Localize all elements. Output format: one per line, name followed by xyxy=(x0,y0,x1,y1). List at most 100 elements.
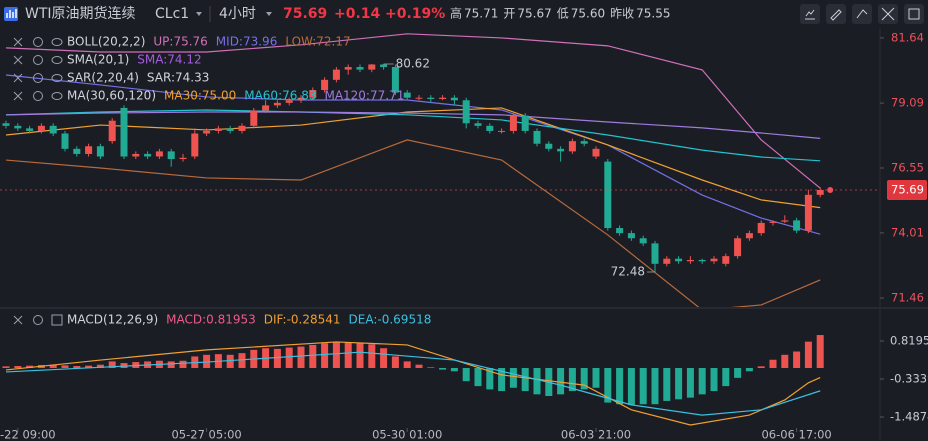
candle-body xyxy=(698,259,706,262)
histogram-bar xyxy=(710,367,718,392)
settings-icon[interactable] xyxy=(33,73,43,83)
close-icon[interactable] xyxy=(13,91,23,101)
legend-name: SMA(20,1) xyxy=(67,53,129,67)
candle-body xyxy=(663,258,671,264)
dropdown[interactable] xyxy=(196,12,202,16)
candle-body xyxy=(816,189,824,195)
settings-icon[interactable] xyxy=(33,91,43,101)
candle-body xyxy=(85,146,93,154)
x-tick-label: 06-03 21:00 xyxy=(561,428,631,441)
candle-body xyxy=(262,105,270,111)
expand-icon[interactable] xyxy=(51,314,63,326)
candle-body xyxy=(686,259,694,262)
candle-body xyxy=(486,125,494,131)
histogram-bar xyxy=(61,365,69,368)
main-plot xyxy=(2,33,824,307)
settings-icon[interactable] xyxy=(33,315,43,325)
macd-line xyxy=(5,341,821,426)
y-tick-label: 0.81953 xyxy=(890,333,928,347)
candle-body xyxy=(604,161,612,229)
eye-icon[interactable] xyxy=(51,38,63,46)
candle-body xyxy=(722,256,730,264)
histogram-bar xyxy=(120,363,128,368)
histogram-bar xyxy=(698,367,706,395)
histogram-bar xyxy=(273,348,281,368)
histogram-bar xyxy=(26,365,34,368)
logo xyxy=(4,7,18,21)
close-icon[interactable] xyxy=(13,73,23,83)
histogram-bar xyxy=(521,367,529,392)
tool-button[interactable] xyxy=(800,4,820,24)
settings-icon[interactable] xyxy=(33,55,43,65)
dropdown[interactable] xyxy=(266,12,272,16)
histogram-bar xyxy=(616,367,624,405)
close-icon[interactable] xyxy=(13,55,23,65)
candle-body xyxy=(321,79,329,91)
annotation: 72.48 xyxy=(611,264,645,278)
histogram-bar xyxy=(663,367,671,401)
stat-value: 75.71 xyxy=(464,7,498,21)
candle-body xyxy=(191,133,199,157)
candle-body xyxy=(179,157,187,160)
histogram-bar xyxy=(439,367,447,370)
x-tick-label: -22 09:00 xyxy=(0,428,56,441)
candle-body xyxy=(509,115,517,131)
histogram-bar xyxy=(474,367,482,387)
histogram-bar xyxy=(415,364,423,368)
eye-icon[interactable] xyxy=(51,92,63,100)
close-icon[interactable] xyxy=(13,315,23,325)
eye-icon[interactable] xyxy=(51,74,63,82)
candle-body xyxy=(462,100,470,124)
candle-body xyxy=(26,128,34,131)
eye-icon[interactable] xyxy=(51,56,63,64)
y-tick-label: 76.55 xyxy=(891,160,924,174)
candle-body xyxy=(533,130,541,144)
legend-name: SAR(2,20,4) xyxy=(67,71,139,85)
tool-button[interactable] xyxy=(852,4,872,24)
histogram-bar xyxy=(285,347,293,368)
y-tick-label: -1.48747 xyxy=(890,409,928,423)
candle-body xyxy=(734,238,742,257)
candle-body xyxy=(214,128,222,131)
histogram-bar xyxy=(344,342,352,368)
settings-icon[interactable] xyxy=(33,37,43,47)
candle-body xyxy=(781,220,789,222)
histogram-bar xyxy=(309,344,317,368)
candle-body xyxy=(120,107,128,157)
stat-value: 75.55 xyxy=(636,7,670,21)
candle-body xyxy=(380,64,388,68)
histogram-bar xyxy=(604,367,612,403)
candle-body xyxy=(745,233,753,239)
stats: 高 75.71 开 75.67 低 75.60 昨收 75.55 xyxy=(450,6,671,21)
candle-body xyxy=(627,233,635,239)
candle-body xyxy=(73,148,81,154)
last-price-label: 75.69 xyxy=(891,182,924,196)
candle-body xyxy=(309,90,317,98)
last-price-tag xyxy=(887,179,927,200)
indicator-line xyxy=(5,109,821,162)
histogram-bar xyxy=(96,364,104,368)
legend-item: MACD:0.81953 xyxy=(166,313,256,327)
tool-button[interactable] xyxy=(826,4,846,24)
x-tick-label: 05-27 05:00 xyxy=(171,428,241,441)
legend-item: MID:73.96 xyxy=(216,35,278,49)
candle-body xyxy=(545,143,553,149)
candle-body xyxy=(651,243,659,264)
legend-item: MA60:76.83 xyxy=(244,89,316,103)
histogram-bar xyxy=(816,335,824,368)
histogram-bar xyxy=(568,367,576,392)
stat-label: 高 xyxy=(450,6,462,21)
y-tick-label: 71.46 xyxy=(891,291,924,305)
candle-body xyxy=(356,67,364,70)
legend-item: LOW:72.17 xyxy=(285,35,350,49)
tool-button[interactable] xyxy=(904,4,924,24)
candle-body xyxy=(238,125,246,131)
last-price-dot xyxy=(827,186,834,193)
histogram-bar xyxy=(462,367,470,382)
close-icon[interactable] xyxy=(13,37,23,47)
histogram-bar xyxy=(509,367,517,388)
annotation: 80.62 xyxy=(396,56,430,70)
interval[interactable]: 4小时 xyxy=(219,6,256,22)
candle-body xyxy=(710,258,718,262)
